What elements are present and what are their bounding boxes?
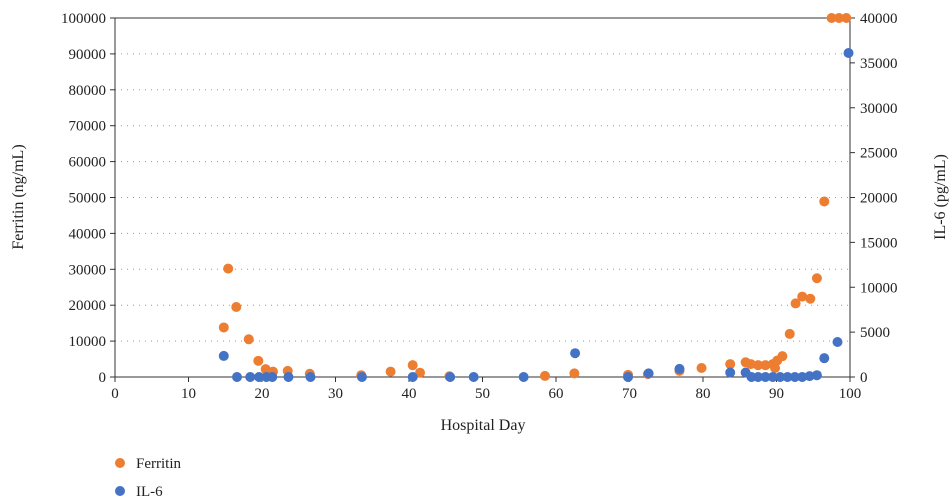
- x-tick-label: 70: [622, 386, 637, 402]
- ferritin-point: [223, 263, 234, 274]
- legend-marker: [115, 486, 125, 496]
- y2-tick-label: 5000: [860, 325, 890, 341]
- il-6-point: [767, 372, 778, 382]
- y2-tick-label: 35000: [860, 56, 898, 72]
- il-6-point: [468, 372, 479, 382]
- ferritin-point: [569, 368, 580, 379]
- y-tick-label: 40000: [69, 226, 107, 242]
- ferritin-point: [745, 359, 756, 370]
- x-tick-label: 80: [696, 386, 711, 402]
- il-6-point: [254, 372, 265, 382]
- il-6-point: [674, 363, 685, 374]
- il-6-point: [789, 372, 800, 382]
- ferritin-point: [819, 196, 830, 207]
- ferritin-point: [253, 355, 264, 366]
- y-tick-label: 70000: [69, 119, 107, 135]
- ferritin-point: [770, 363, 781, 374]
- y-axis-right-title: IL-6 (pg/mL): [932, 154, 949, 240]
- il-6-point: [843, 48, 854, 59]
- ferritin-point: [407, 360, 418, 371]
- y-tick-label: 50000: [69, 191, 107, 207]
- il-6-point: [804, 371, 815, 382]
- il-6-point: [407, 372, 418, 382]
- ferritin-point: [841, 13, 852, 23]
- y2-tick-label: 20000: [860, 191, 898, 207]
- y-tick-label: 80000: [69, 83, 107, 99]
- ferritin-point: [415, 367, 426, 378]
- legend-label: IL-6: [136, 484, 163, 500]
- x-axis-title: Hospital Day: [441, 417, 526, 434]
- ferritin-point: [243, 334, 254, 345]
- x-tick-label: 40: [402, 386, 417, 402]
- ferritin-point: [696, 363, 707, 374]
- ferritin-point: [826, 13, 837, 23]
- y2-tick-label: 10000: [860, 280, 898, 296]
- y-tick-label: 90000: [69, 47, 107, 63]
- il-6-point: [643, 368, 654, 379]
- y2-tick-label: 0: [860, 370, 868, 386]
- y-tick-label: 100000: [61, 11, 106, 27]
- legend-marker: [115, 458, 125, 468]
- ferritin-point: [790, 298, 801, 309]
- x-tick-label: 90: [769, 386, 784, 402]
- plot-points: [218, 13, 854, 382]
- ferritin-point: [811, 273, 822, 284]
- ferritin-point: [725, 359, 736, 370]
- legend: Ferritin IL-6: [115, 456, 181, 500]
- ferritin-point: [760, 360, 771, 371]
- il-6-point: [245, 372, 256, 382]
- legend-label: Ferritin: [136, 456, 181, 472]
- y2-tick-label: 15000: [860, 235, 898, 251]
- ferritin-point: [797, 291, 808, 302]
- x-tick-label: 100: [839, 386, 862, 402]
- y-tick-label: 20000: [69, 298, 107, 314]
- x-tick-label: 50: [475, 386, 490, 402]
- y-tick-label: 60000: [69, 155, 107, 171]
- il-6-point: [445, 372, 456, 382]
- y-axis-left: 0 10000 20000 30000 40000 50000 60000 70000 8000…: [61, 11, 116, 386]
- il-6-point: [811, 370, 822, 381]
- y-axis-left-title: Ferritin (ng/mL): [10, 144, 27, 249]
- il-6-point: [232, 372, 243, 382]
- il-6-point: [623, 372, 634, 382]
- x-tick-label: 20: [255, 386, 270, 402]
- ferritin-point: [539, 370, 550, 381]
- il-6-point: [753, 372, 764, 382]
- il-6-point: [283, 372, 294, 382]
- il-6-point: [305, 372, 316, 382]
- il-6-point: [819, 353, 830, 364]
- y-tick-label: 0: [99, 370, 107, 386]
- ferritin-point: [385, 366, 396, 377]
- il-6-point: [797, 372, 808, 382]
- il-6-point: [832, 336, 843, 347]
- il-6-point: [267, 372, 278, 382]
- x-tick-label: 0: [111, 386, 119, 402]
- y-tick-label: 10000: [69, 334, 107, 350]
- ferritin-point: [231, 301, 242, 312]
- x-tick-label: 10: [181, 386, 196, 402]
- il-6-point: [725, 367, 736, 378]
- ferritin-point: [777, 351, 788, 362]
- ferritin-point: [784, 328, 795, 339]
- ferritin-point: [753, 360, 764, 371]
- ferritin-point: [833, 13, 844, 23]
- il-6-point: [356, 372, 367, 382]
- y2-tick-label: 30000: [860, 101, 898, 117]
- il-6-point: [775, 372, 786, 382]
- ferritin-point: [218, 322, 229, 333]
- il-6-point: [760, 372, 771, 382]
- gridlines: [115, 17, 850, 342]
- y-tick-label: 30000: [69, 262, 107, 278]
- y2-tick-label: 40000: [860, 11, 898, 27]
- y2-tick-label: 25000: [860, 146, 898, 162]
- x-tick-label: 30: [328, 386, 343, 402]
- x-tick-label: 60: [549, 386, 564, 402]
- ferritin-point: [805, 293, 816, 304]
- il-6-point: [782, 372, 793, 382]
- il-6-point: [518, 372, 529, 382]
- il-6-point: [218, 350, 229, 361]
- il-6-point: [570, 348, 581, 359]
- y-axis-right: 0 5000 10000 15000 20000 25000 30000 35000 40000: [849, 11, 898, 386]
